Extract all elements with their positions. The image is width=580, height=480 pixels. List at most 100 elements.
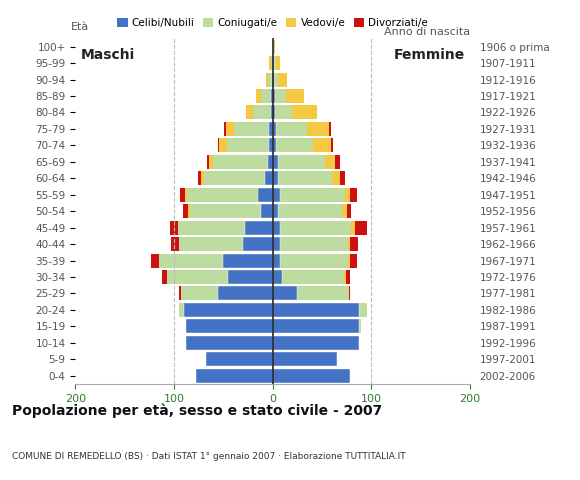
- Bar: [167, 270, 229, 284]
- Bar: [273, 253, 281, 267]
- Legend: Celibi/Nubili, Coniugati/e, Vedovi/e, Divorziati/e: Celibi/Nubili, Coniugati/e, Vedovi/e, Di…: [115, 16, 430, 30]
- Bar: [273, 352, 337, 366]
- Bar: [343, 270, 346, 284]
- Bar: [269, 122, 273, 136]
- Text: Età: Età: [71, 22, 89, 32]
- Bar: [292, 106, 317, 120]
- Bar: [261, 204, 273, 218]
- Bar: [258, 188, 273, 202]
- Bar: [335, 155, 340, 169]
- Bar: [273, 352, 337, 366]
- Bar: [179, 303, 184, 317]
- Bar: [271, 56, 273, 70]
- Bar: [273, 155, 278, 169]
- Bar: [273, 237, 281, 251]
- Bar: [271, 89, 273, 103]
- Bar: [186, 319, 273, 334]
- Bar: [342, 204, 347, 218]
- Bar: [281, 221, 351, 235]
- Bar: [281, 253, 347, 267]
- Bar: [269, 56, 271, 70]
- Bar: [271, 106, 273, 120]
- Bar: [273, 319, 360, 334]
- Bar: [347, 204, 351, 218]
- Bar: [273, 106, 274, 120]
- Bar: [360, 303, 367, 317]
- Bar: [297, 287, 349, 300]
- Bar: [350, 253, 357, 267]
- Bar: [178, 221, 245, 235]
- Bar: [269, 138, 273, 152]
- Bar: [287, 89, 304, 103]
- Bar: [186, 336, 273, 350]
- Bar: [179, 287, 181, 300]
- Bar: [223, 253, 273, 267]
- Bar: [273, 336, 360, 350]
- Bar: [205, 352, 273, 366]
- Bar: [246, 106, 253, 120]
- Bar: [266, 72, 268, 86]
- Bar: [159, 253, 223, 267]
- Bar: [273, 122, 275, 136]
- Bar: [198, 171, 201, 185]
- Bar: [347, 253, 350, 267]
- Bar: [206, 155, 209, 169]
- Bar: [183, 204, 188, 218]
- Bar: [190, 204, 261, 218]
- Bar: [282, 270, 343, 284]
- Bar: [325, 155, 335, 169]
- Bar: [278, 155, 325, 169]
- Bar: [273, 188, 281, 202]
- Bar: [274, 56, 276, 70]
- Bar: [269, 138, 273, 152]
- Bar: [162, 270, 167, 284]
- Bar: [281, 237, 347, 251]
- Bar: [273, 188, 281, 202]
- Bar: [276, 56, 281, 70]
- Bar: [186, 319, 273, 334]
- Bar: [229, 270, 273, 284]
- Bar: [245, 221, 273, 235]
- Text: Popolazione per età, sesso e stato civile - 2007: Popolazione per età, sesso e stato civil…: [12, 403, 382, 418]
- Bar: [205, 352, 273, 366]
- Bar: [224, 122, 226, 136]
- Bar: [234, 122, 269, 136]
- Bar: [350, 237, 358, 251]
- Bar: [273, 369, 350, 383]
- Bar: [201, 171, 204, 185]
- Bar: [273, 155, 278, 169]
- Bar: [188, 204, 190, 218]
- Bar: [273, 171, 278, 185]
- Bar: [195, 369, 273, 383]
- Bar: [313, 138, 331, 152]
- Bar: [264, 171, 273, 185]
- Bar: [274, 106, 292, 120]
- Bar: [271, 72, 273, 86]
- Bar: [281, 188, 345, 202]
- Bar: [179, 237, 243, 251]
- Bar: [273, 303, 360, 317]
- Bar: [273, 253, 281, 267]
- Bar: [273, 89, 274, 103]
- Bar: [345, 188, 350, 202]
- Bar: [187, 188, 258, 202]
- Bar: [331, 138, 333, 152]
- Bar: [273, 72, 274, 86]
- Bar: [273, 89, 274, 103]
- Bar: [273, 221, 281, 235]
- Bar: [271, 89, 273, 103]
- Bar: [269, 122, 273, 136]
- Bar: [351, 221, 356, 235]
- Bar: [349, 287, 350, 300]
- Bar: [184, 303, 273, 317]
- Bar: [273, 171, 278, 185]
- Bar: [276, 122, 307, 136]
- Bar: [278, 204, 342, 218]
- Bar: [273, 106, 274, 120]
- Bar: [170, 221, 178, 235]
- Bar: [273, 72, 274, 86]
- Bar: [278, 72, 288, 86]
- Bar: [273, 287, 297, 300]
- Bar: [273, 303, 360, 317]
- Bar: [271, 72, 273, 86]
